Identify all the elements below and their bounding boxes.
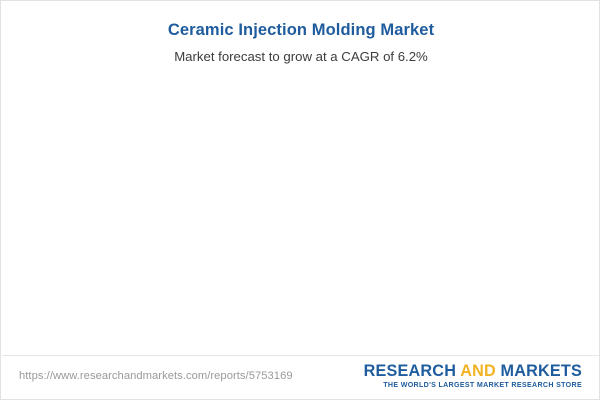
logo-text-markets: MARKETS [495, 362, 582, 380]
report-url[interactable]: https://www.researchandmarkets.com/repor… [19, 370, 293, 382]
chart-subtitle: Market forecast to grow at a CAGR of 6.2… [174, 49, 428, 64]
chart-header: Ceramic Injection Molding Market Market … [1, 19, 599, 66]
logo-wordmark: RESEARCH AND MARKETS [364, 362, 582, 380]
logo-tagline: THE WORLD'S LARGEST MARKET RESEARCH STOR… [383, 381, 582, 389]
chart-plot-area: USD 493.4 Million 2024 USD 847.7 Million [1, 1, 599, 356]
brand-logo[interactable]: RESEARCH AND MARKETS THE WORLD'S LARGEST… [364, 362, 582, 390]
logo-text-and: AND [460, 362, 496, 380]
footer-divider [2, 355, 599, 356]
page-title: Ceramic Injection Molding Market [167, 21, 435, 39]
logo-text-research: RESEARCH [363, 362, 461, 380]
